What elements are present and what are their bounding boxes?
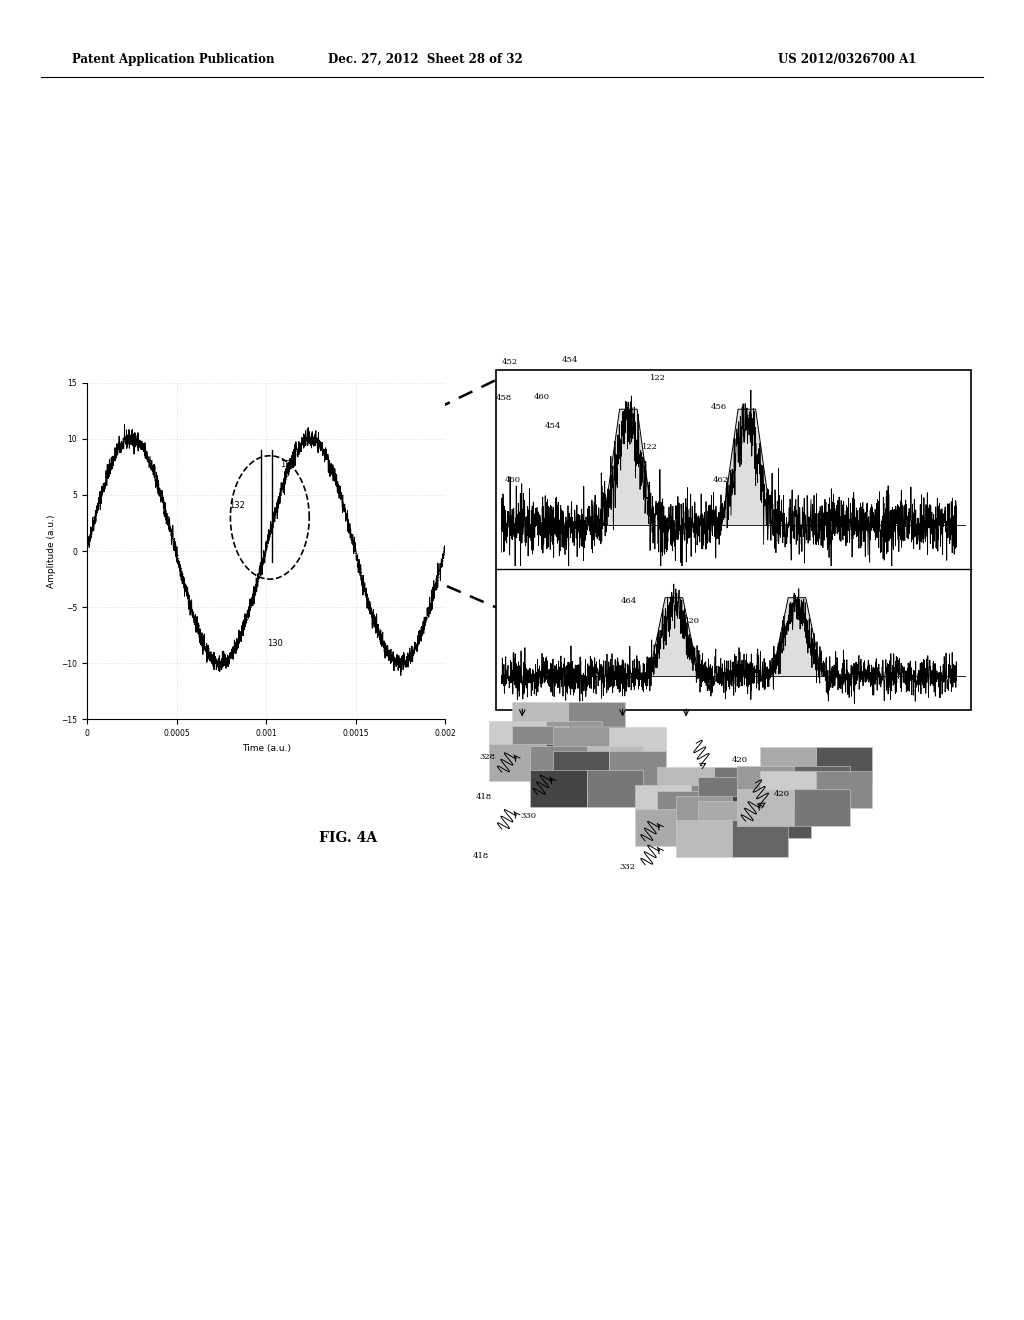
Text: 454: 454 [545,421,561,430]
Polygon shape [546,721,602,758]
Polygon shape [794,789,850,826]
Polygon shape [676,820,732,857]
Polygon shape [568,702,625,739]
Text: 130: 130 [267,639,284,648]
Text: 418: 418 [473,851,489,861]
Polygon shape [760,771,816,808]
Text: 328: 328 [479,752,496,762]
Polygon shape [691,785,748,822]
Text: Patent Application Publication: Patent Application Publication [72,53,274,66]
Polygon shape [657,767,714,804]
Polygon shape [609,751,666,788]
Polygon shape [649,598,699,676]
Polygon shape [722,409,772,525]
Text: 456: 456 [711,403,727,412]
Polygon shape [676,796,732,833]
Text: 122: 122 [650,374,667,383]
Polygon shape [489,721,546,758]
Polygon shape [553,727,609,764]
Text: US 2012/0326700 A1: US 2012/0326700 A1 [778,53,916,66]
Text: 420: 420 [684,616,700,626]
Polygon shape [816,747,872,784]
Text: 460: 460 [534,392,550,401]
Polygon shape [737,789,794,826]
Bar [496,370,971,710]
X-axis label: Time (a.u.): Time (a.u.) [242,743,291,752]
Polygon shape [760,747,816,784]
Polygon shape [635,785,691,822]
Polygon shape [489,744,546,781]
Text: Dec. 27, 2012  Sheet 28 of 32: Dec. 27, 2012 Sheet 28 of 32 [328,53,522,66]
Text: 122: 122 [642,442,658,451]
Polygon shape [512,726,568,763]
Polygon shape [546,744,602,781]
Text: 330: 330 [520,812,537,821]
Polygon shape [568,726,625,763]
Polygon shape [530,746,587,783]
Polygon shape [732,820,788,857]
Text: 134: 134 [281,459,297,469]
Polygon shape [755,801,811,838]
Polygon shape [512,702,568,739]
Polygon shape [772,598,822,676]
Polygon shape [587,770,643,807]
Polygon shape [816,771,872,808]
Text: 454: 454 [562,355,579,364]
Text: 332: 332 [620,862,636,871]
Text: 418: 418 [476,792,493,801]
Text: 420: 420 [732,755,749,764]
Text: 420: 420 [774,789,791,799]
Text: 458: 458 [496,393,512,403]
Polygon shape [635,809,691,846]
Polygon shape [732,796,788,833]
Polygon shape [609,727,666,764]
Polygon shape [714,767,770,804]
Text: FIG. 4A: FIG. 4A [319,832,377,845]
Polygon shape [657,791,714,828]
Polygon shape [714,791,770,828]
Polygon shape [587,746,643,783]
Polygon shape [691,809,748,846]
Text: 462: 462 [713,475,729,484]
Text: 464: 464 [621,597,637,606]
Text: 460: 460 [505,475,521,484]
Polygon shape [698,777,755,814]
Text: 132: 132 [228,502,245,511]
Y-axis label: Amplitude (a.u.): Amplitude (a.u.) [47,515,55,587]
Polygon shape [603,409,653,525]
Polygon shape [698,801,755,838]
Text: 452: 452 [502,358,518,367]
Polygon shape [530,770,587,807]
Polygon shape [794,766,850,803]
Polygon shape [553,751,609,788]
Polygon shape [755,777,811,814]
Polygon shape [737,766,794,803]
